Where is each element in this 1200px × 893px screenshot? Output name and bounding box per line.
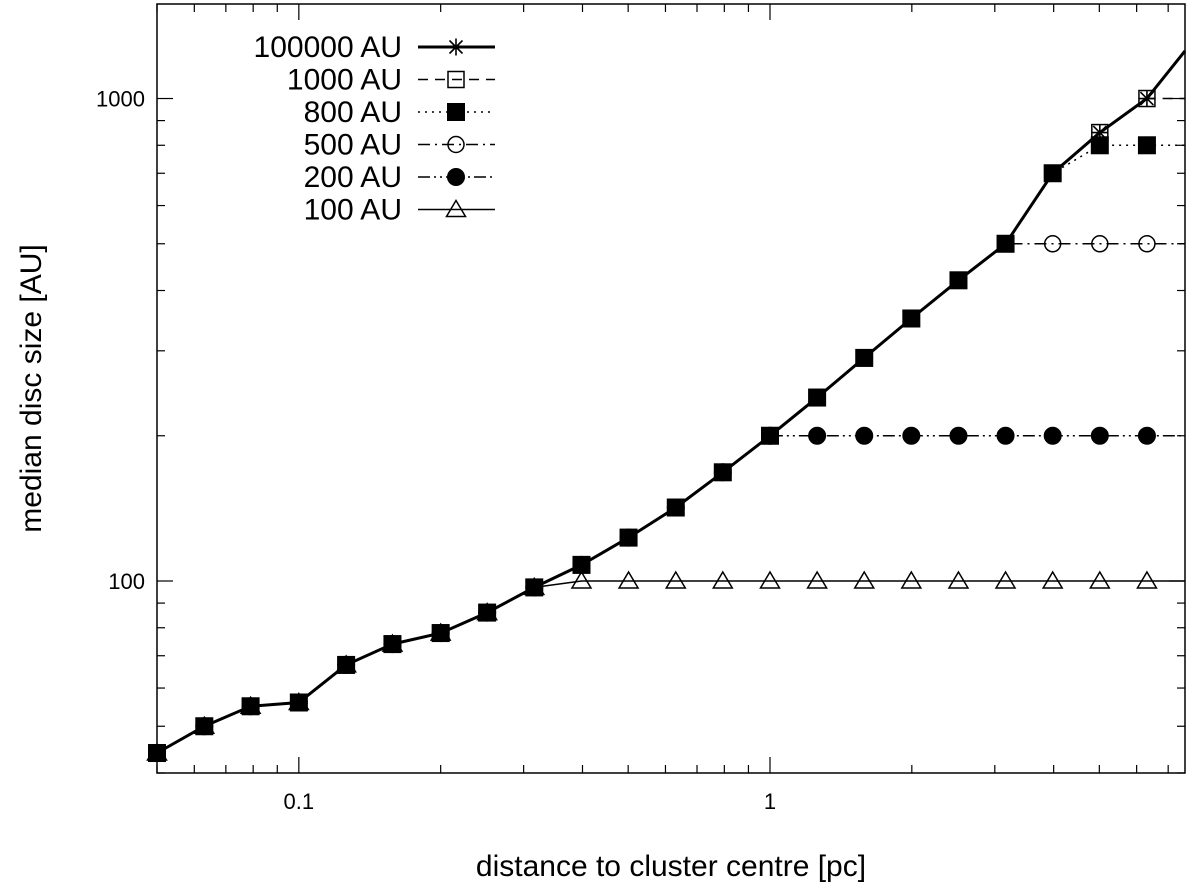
data-point bbox=[617, 570, 640, 589]
legend-marker bbox=[447, 135, 465, 154]
data-point bbox=[242, 697, 260, 715]
legend-label: 100 AU bbox=[304, 194, 402, 227]
y-tick-label: 1000 bbox=[96, 87, 145, 112]
data-point bbox=[949, 426, 968, 445]
data-point bbox=[667, 499, 685, 517]
data-point bbox=[900, 570, 923, 589]
legend-label: 500 AU bbox=[304, 129, 402, 162]
series-6 bbox=[146, 570, 1185, 761]
y-axis-label: median disc size [AU] bbox=[15, 244, 48, 532]
data-point bbox=[1138, 235, 1156, 253]
data-point bbox=[996, 426, 1015, 445]
data-point bbox=[1136, 570, 1158, 589]
data-point bbox=[808, 389, 826, 407]
series-line bbox=[156, 144, 1185, 754]
data-point bbox=[902, 426, 921, 445]
legend-marker bbox=[447, 168, 465, 186]
data-point bbox=[337, 656, 355, 674]
axis-ticks: 0.1 1 100 1000 bbox=[96, 4, 1185, 814]
data-point bbox=[525, 578, 543, 596]
legend-label: 1000 AU bbox=[287, 64, 402, 97]
legend-marker bbox=[447, 38, 465, 56]
data-point bbox=[759, 570, 781, 589]
x-tick-label: 1 bbox=[764, 789, 776, 814]
data-point bbox=[195, 717, 213, 735]
data-point bbox=[383, 635, 401, 653]
data-point bbox=[1137, 136, 1156, 155]
legend-entry: 100 AU bbox=[304, 194, 495, 227]
legend-entry: 200 AU bbox=[304, 161, 495, 194]
series-line bbox=[156, 580, 1185, 754]
data-point bbox=[478, 604, 496, 622]
plot-frame bbox=[156, 3, 1186, 774]
data-point bbox=[853, 570, 876, 589]
data-point bbox=[1041, 570, 1064, 589]
data-point bbox=[711, 570, 734, 589]
data-point bbox=[1138, 90, 1156, 108]
data-point bbox=[290, 693, 308, 711]
data-point bbox=[1091, 235, 1109, 253]
data-point bbox=[1088, 570, 1111, 589]
legend-label: 800 AU bbox=[304, 96, 402, 129]
data-point bbox=[947, 570, 970, 589]
series-4 bbox=[148, 235, 1185, 762]
data-point bbox=[1043, 235, 1062, 253]
data-point bbox=[1044, 164, 1062, 182]
x-tick-label: 0.1 bbox=[284, 789, 315, 814]
data-point bbox=[1043, 426, 1062, 445]
data-point bbox=[620, 529, 638, 547]
data-point bbox=[761, 427, 779, 445]
series-layer bbox=[146, 49, 1187, 763]
data-point bbox=[572, 556, 590, 574]
data-point bbox=[997, 235, 1015, 253]
data-point bbox=[806, 570, 828, 589]
data-point bbox=[902, 309, 920, 327]
data-point bbox=[1090, 426, 1109, 445]
data-point bbox=[808, 426, 827, 445]
legend-entry: 1000 AU bbox=[287, 64, 495, 97]
series-3 bbox=[148, 136, 1185, 763]
series-line bbox=[156, 435, 1185, 754]
series-line bbox=[156, 243, 1185, 754]
data-point bbox=[664, 570, 687, 589]
data-point bbox=[1091, 124, 1109, 142]
legend-marker bbox=[447, 103, 465, 121]
data-point bbox=[570, 570, 593, 589]
y-tick-label: 100 bbox=[108, 569, 145, 594]
data-point bbox=[855, 426, 874, 445]
series-1 bbox=[148, 49, 1187, 762]
data-point bbox=[949, 271, 967, 289]
data-point bbox=[432, 624, 450, 642]
legend-label: 200 AU bbox=[304, 161, 402, 194]
legend-label: 100000 AU bbox=[254, 31, 402, 64]
legend-entry: 100000 AU bbox=[254, 31, 495, 64]
data-point bbox=[855, 349, 873, 367]
legend-entry: 500 AU bbox=[304, 129, 495, 162]
data-point bbox=[1137, 426, 1156, 445]
data-point bbox=[714, 463, 732, 481]
legend-marker bbox=[447, 70, 465, 89]
x-axis-label: distance to cluster centre [pc] bbox=[476, 850, 866, 883]
data-point bbox=[994, 570, 1017, 589]
legend-marker bbox=[445, 199, 467, 218]
legend-entry: 800 AU bbox=[304, 96, 495, 129]
